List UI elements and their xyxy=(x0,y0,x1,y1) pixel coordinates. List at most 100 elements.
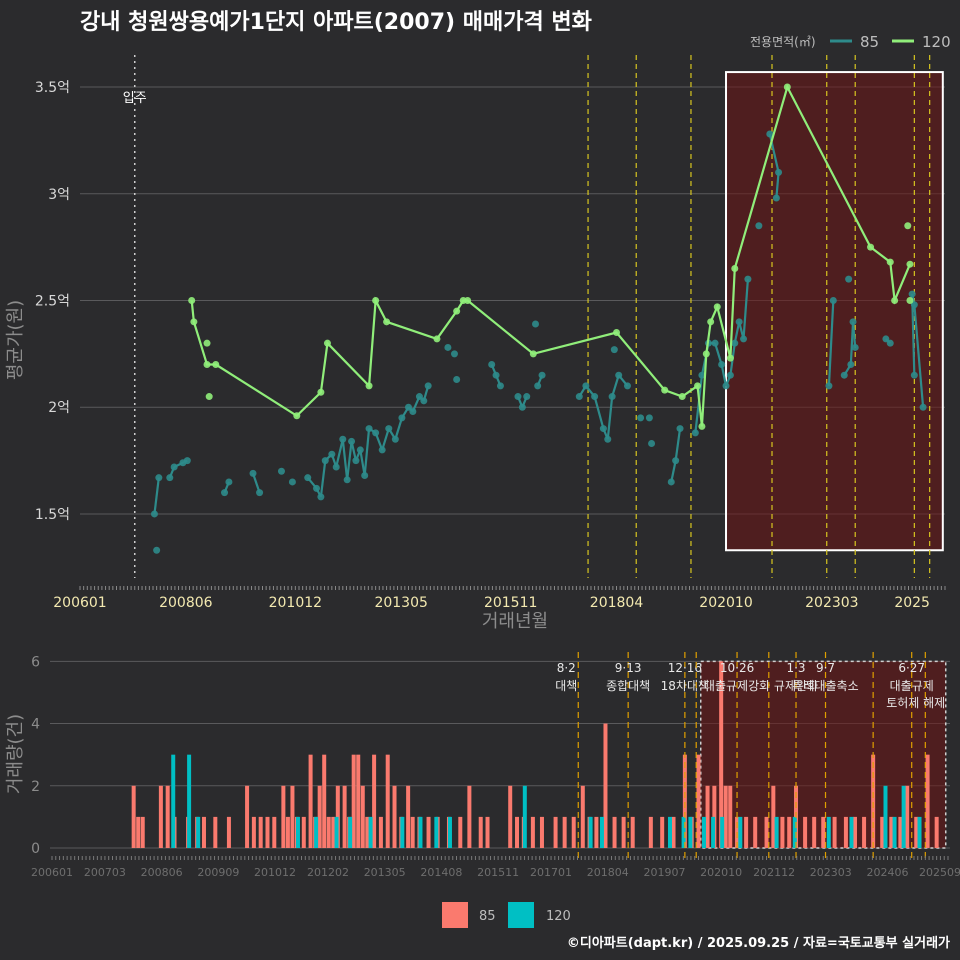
series-120-point xyxy=(702,350,710,358)
series-85-point xyxy=(744,275,752,283)
series-120-point xyxy=(867,243,875,251)
series-85-point xyxy=(361,472,369,480)
volume-y-tick-label: 4 xyxy=(31,717,40,733)
series-120-point xyxy=(678,393,686,401)
series-85-point xyxy=(277,467,285,475)
price-x-tick-label: 200806 xyxy=(159,595,213,611)
series-85-point xyxy=(775,168,783,176)
series-85-segment xyxy=(851,321,857,348)
volume-bar-85 xyxy=(580,785,585,848)
price-x-tick-label: 201305 xyxy=(374,595,427,611)
series-85-point xyxy=(722,382,730,390)
volume-bar-120 xyxy=(196,816,201,848)
series-85-point xyxy=(910,301,918,309)
volume-policy-label-extra: 토허제 해제 xyxy=(886,696,945,710)
volume-bar-85 xyxy=(251,816,256,848)
volume-policy-label: 1·3 xyxy=(786,661,805,675)
volume-bar-120 xyxy=(892,816,897,848)
series-85-point xyxy=(225,478,233,486)
volume-bar-120 xyxy=(711,816,716,848)
volume-bar-120 xyxy=(702,816,707,848)
series-85-point xyxy=(409,407,417,415)
volume-policy-label: 8·2 xyxy=(557,661,576,675)
volume-policy-label: 종합대책 xyxy=(606,678,650,693)
volume-policy-label: 9·7 xyxy=(816,661,835,675)
volume-bar-85 xyxy=(301,816,306,848)
price-axes: 200601 200806 201012 201305 201511 201804 2020… xyxy=(53,586,946,611)
volume-bar-85 xyxy=(392,785,397,848)
volume-x-tick-label: 202112 xyxy=(753,866,795,879)
volume-bar-120 xyxy=(187,754,192,848)
volume-bar-85 xyxy=(780,816,785,848)
series-120-point xyxy=(906,260,914,268)
price-y-tick-label: 1.5억 xyxy=(35,507,70,523)
volume-y-axis-label: 거래량(건) xyxy=(5,714,26,794)
volume-bar-120 xyxy=(849,816,854,848)
volume-x-tick-label: 202509 xyxy=(919,866,960,879)
series-120-point xyxy=(383,318,391,326)
series-85-point xyxy=(183,457,191,465)
price-panel: 1.5억 2억 2.5억 3억 3.5억 입주 200601 200806 201012 20… xyxy=(5,55,946,632)
volume-bar-85 xyxy=(322,754,327,848)
series-85-point xyxy=(615,371,623,379)
volume-bar-85 xyxy=(378,816,383,848)
series-85-point xyxy=(538,371,546,379)
volume-bar-85 xyxy=(728,785,733,848)
series-85-point xyxy=(155,474,163,482)
series-85-point xyxy=(910,371,918,379)
volume-bar-85 xyxy=(771,785,776,848)
series-85-point xyxy=(648,440,656,448)
volume-bar-120 xyxy=(418,816,423,848)
price-highlight-box xyxy=(725,71,944,552)
volume-bar-120 xyxy=(774,816,779,848)
series-85-point xyxy=(849,318,857,326)
volume-policy-label: 18차대책 xyxy=(661,678,709,693)
series-85-segment xyxy=(775,172,780,199)
series-120-point xyxy=(661,386,669,394)
volume-bar-85 xyxy=(682,754,687,848)
price-y-tick-label: 3억 xyxy=(48,187,70,203)
volume-bar-85 xyxy=(515,816,520,848)
volume-x-tick-label: 201408 xyxy=(420,866,462,879)
series-85-point xyxy=(492,371,500,379)
volume-bar-85 xyxy=(889,816,894,848)
volume-bar-85 xyxy=(385,754,390,848)
series-85-segment xyxy=(913,304,925,408)
series-85-point xyxy=(514,393,522,401)
series-85-point xyxy=(604,435,612,443)
price-y-tick-label: 2.5억 xyxy=(35,293,70,309)
series-85-point xyxy=(575,393,583,401)
volume-bar-85 xyxy=(621,816,626,848)
volume-bar-85 xyxy=(880,816,885,848)
price-y-tick-label: 2억 xyxy=(48,400,70,416)
legend-top-120-label: 120 xyxy=(922,33,951,51)
series-120-point xyxy=(212,361,220,369)
series-85-point xyxy=(372,429,380,437)
volume-x-tick-label: 201701 xyxy=(530,866,572,879)
volume-bar-85 xyxy=(140,816,145,848)
series-85-point xyxy=(582,382,590,390)
move-in-label: 입주 xyxy=(123,91,147,106)
volume-bar-85 xyxy=(843,816,848,848)
series-85-point xyxy=(348,437,356,445)
volume-bar-85 xyxy=(272,816,277,848)
series-85-point xyxy=(450,350,458,358)
series-120-point xyxy=(613,329,621,337)
volume-bar-85 xyxy=(862,816,867,848)
volume-bar-85 xyxy=(553,816,558,848)
volume-bar-85 xyxy=(372,754,377,848)
volume-bar-85 xyxy=(360,785,365,848)
series-85-point xyxy=(840,371,848,379)
volume-bar-85 xyxy=(934,816,939,848)
series-85-segment xyxy=(742,279,750,339)
series-85-point xyxy=(221,489,229,497)
series-85-point xyxy=(851,343,859,351)
series-85-segment xyxy=(346,441,353,480)
volume-bar-85 xyxy=(258,816,263,848)
price-y-tick-label: 3.5억 xyxy=(35,80,70,96)
volume-bar-85 xyxy=(898,816,903,848)
volume-bar-85 xyxy=(245,785,250,848)
volume-bar-85 xyxy=(630,816,635,848)
series-85-segment xyxy=(733,321,741,344)
volume-bar-85 xyxy=(671,816,676,848)
